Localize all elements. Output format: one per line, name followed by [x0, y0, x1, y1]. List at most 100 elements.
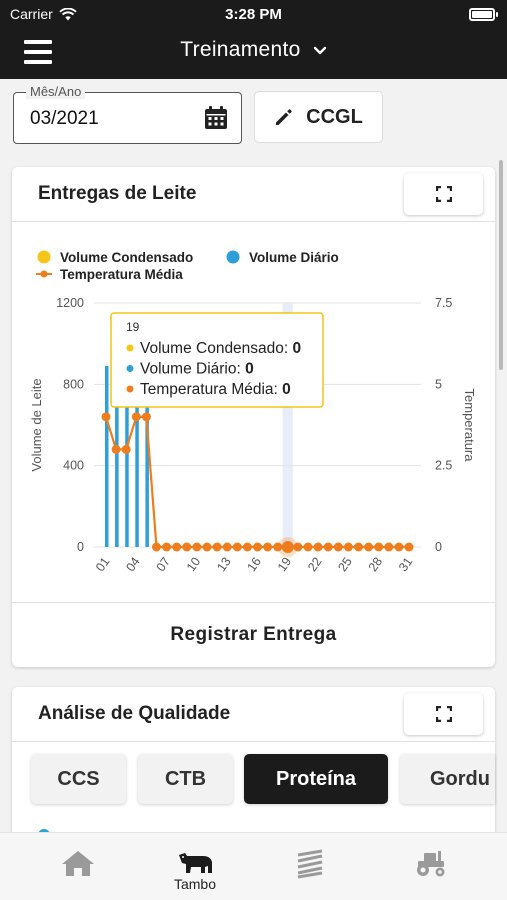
y-right-tick-label: 2.5 — [435, 459, 452, 473]
temperature-point — [182, 542, 192, 552]
y-tick-label: 0 — [77, 540, 84, 554]
temperature-point — [152, 542, 161, 552]
highlight-point — [281, 541, 294, 553]
cooperative-label: CCGL — [306, 105, 363, 128]
x-tick-label: 04 — [123, 555, 142, 574]
temperature-point — [374, 542, 384, 552]
highlight-band — [282, 303, 293, 547]
y-right-tick-label: 5 — [435, 377, 442, 391]
tooltip-label: Temperatura Média: 0 — [140, 381, 291, 398]
nav-item-field[interactable] — [272, 833, 352, 900]
x-tick-label: 31 — [396, 555, 415, 574]
field-icon — [297, 849, 323, 879]
fullscreen-icon — [435, 706, 452, 722]
pencil-icon — [276, 109, 292, 125]
temperature-point — [141, 412, 151, 422]
temperature-point — [111, 444, 121, 454]
bar — [125, 382, 129, 547]
temperature-point — [202, 542, 212, 552]
fullscreen-icon — [435, 186, 452, 202]
tooltip-dot — [126, 344, 134, 352]
app-header: Treinamento — [0, 30, 507, 79]
tab-fat[interactable]: Gordu — [400, 754, 495, 804]
card-title: Análise de Qualidade — [38, 703, 231, 724]
tooltip-day: 19 — [126, 320, 140, 334]
month-year-label: Mês/Ano — [26, 84, 86, 99]
y-tick-label: 800 — [63, 377, 84, 391]
scrollbar[interactable] — [499, 160, 503, 370]
carrier-label: Carrier — [10, 6, 53, 22]
divider — [12, 741, 495, 742]
register-delivery-button[interactable]: Registrar Entrega — [170, 624, 337, 645]
temperature-point — [253, 542, 262, 552]
hamburger-menu-icon[interactable] — [24, 40, 52, 66]
legend-label: Volume Diário — [249, 250, 339, 265]
month-year-field[interactable]: Mês/Ano 03/2021 — [13, 84, 242, 144]
tooltip-label: Volume Condensado: 0 — [140, 340, 301, 357]
temperature-point — [172, 542, 182, 552]
temperature-point — [303, 542, 313, 552]
temperature-point — [232, 542, 242, 552]
expand-button[interactable] — [404, 173, 483, 215]
nav-item-machinery[interactable] — [392, 833, 472, 900]
legend-marker — [226, 250, 240, 264]
status-time: 3:28 PM — [225, 6, 282, 23]
carrier-info: Carrier — [10, 6, 77, 22]
x-tick-label: 19 — [275, 555, 294, 574]
x-tick-label: 13 — [214, 555, 233, 574]
temperature-point — [364, 542, 374, 552]
temperature-point — [343, 542, 353, 552]
temperature-point — [101, 412, 111, 422]
temperature-point — [313, 542, 323, 552]
bottom-nav: Tambo — [0, 832, 507, 900]
expand-button[interactable] — [404, 693, 483, 735]
month-year-value: 03/2021 — [30, 108, 99, 129]
farm-selector[interactable]: Treinamento — [0, 38, 507, 62]
temperature-point — [323, 542, 333, 552]
temperature-point — [162, 542, 172, 552]
temperature-point — [222, 542, 232, 552]
y-right-axis-title: Temperatura — [462, 389, 477, 463]
cooperative-button[interactable]: CCGL — [254, 91, 383, 143]
calendar-icon[interactable] — [203, 105, 229, 131]
y-right-tick-label: 7.5 — [435, 296, 452, 310]
card-title: Entregas de Leite — [38, 183, 197, 204]
tab-ccs[interactable]: CCS — [31, 754, 126, 804]
legend-label: Temperatura Média — [60, 267, 183, 282]
legend-label: Volume Condensado — [60, 250, 193, 265]
y-tick-label: 400 — [63, 459, 84, 473]
x-tick-label: 25 — [335, 555, 354, 574]
temperature-point — [273, 542, 283, 552]
tooltip-box — [110, 312, 324, 408]
divider — [12, 221, 495, 222]
x-tick-label: 28 — [366, 555, 385, 574]
y-axis-title: Volume de Leite — [29, 378, 44, 471]
bar — [145, 378, 149, 547]
temperature-point — [131, 412, 141, 422]
nav-item-home[interactable] — [38, 833, 118, 900]
milk-deliveries-chart[interactable]: Volume Condensado Volume Diário Temperatur… — [12, 223, 495, 601]
x-tick-label: 10 — [184, 555, 203, 574]
temperature-point — [263, 542, 273, 552]
tooltip-value: 0 — [293, 340, 302, 357]
temperature-point — [242, 542, 252, 552]
x-tick-label: 22 — [305, 555, 324, 574]
chevron-down-icon — [313, 46, 326, 55]
wifi-icon — [59, 7, 77, 20]
tooltip-label: Volume Diário: 0 — [140, 361, 254, 378]
bar — [105, 366, 109, 547]
tooltip-dot — [126, 385, 134, 393]
tab-protein[interactable]: Proteína — [244, 754, 388, 804]
temperature-point — [394, 542, 404, 552]
bar — [115, 372, 119, 547]
home-icon — [62, 851, 94, 876]
header-title: Treinamento — [180, 38, 301, 61]
divider — [12, 602, 495, 603]
tractor-icon — [417, 851, 445, 877]
bar — [135, 372, 139, 547]
temperature-point — [404, 542, 414, 552]
nav-item-tambo[interactable]: Tambo — [155, 833, 235, 900]
tab-ctb[interactable]: CTB — [138, 754, 233, 804]
tooltip-dot — [126, 365, 134, 372]
temperature-point — [354, 542, 363, 552]
